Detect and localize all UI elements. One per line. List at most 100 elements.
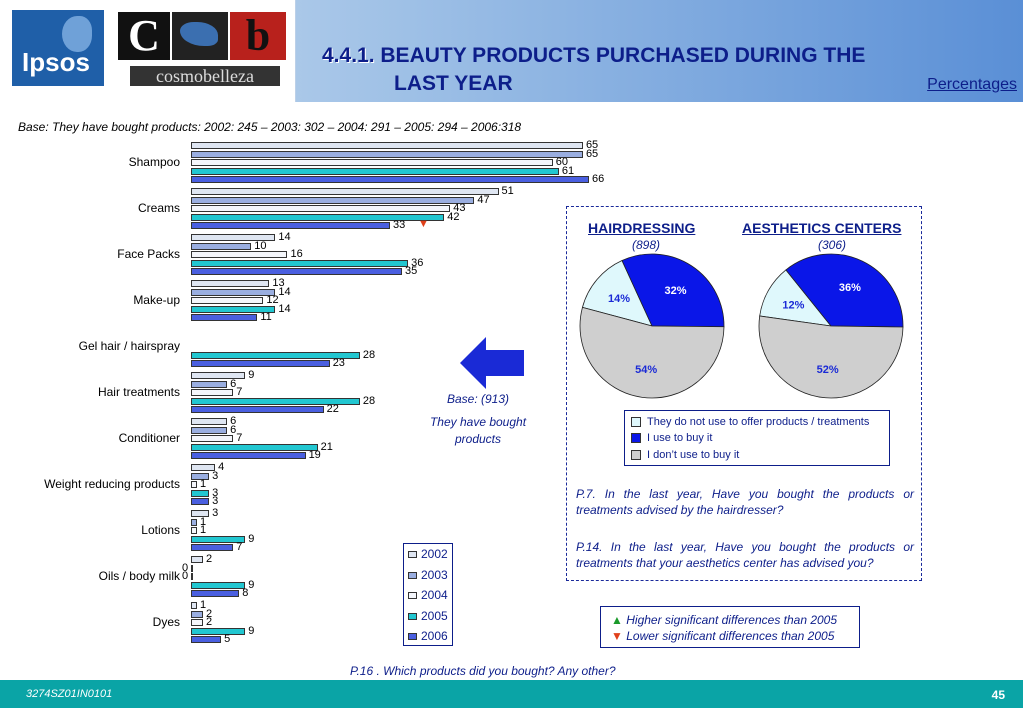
bar-2002 (191, 418, 228, 425)
pie-slice-label: 52% (817, 364, 839, 376)
legend-label: 2002 (421, 547, 448, 561)
bar-value-label: 4 (218, 461, 225, 473)
ipsos-face-icon (62, 16, 92, 52)
bar-2002 (191, 280, 270, 287)
bar-2003 (191, 518, 198, 526)
bar-2006 (191, 222, 390, 230)
bar-2006 (191, 268, 403, 276)
bar-2004 (191, 389, 234, 397)
category-label: Gel hair / hairspray (78, 339, 180, 353)
pie-title-aesthetics: AESTHETICS CENTERS (742, 220, 902, 236)
down-triangle-icon: ▼ (611, 629, 623, 643)
bar-value-label: 14 (278, 231, 291, 243)
bar-2002 (191, 188, 499, 195)
pie-legend: They do not use to offer products / trea… (624, 410, 890, 466)
bar-value-label: 9 (248, 532, 255, 545)
bar-value-label: 2 (206, 616, 213, 629)
bar-2004 (191, 619, 204, 627)
left-arrow-icon (460, 337, 524, 389)
pie-title-hairdressing: HAIRDRESSING (588, 220, 696, 236)
question-p14: P.14. In the last year, Have you bought … (576, 540, 914, 570)
bar-2003 (191, 380, 228, 388)
year-legend-item: 2003 (408, 568, 448, 582)
bar-value-label: 9 (248, 369, 255, 381)
pie-n-aesthetics: (306) (818, 238, 847, 252)
bar-value-label: 6 (230, 415, 237, 427)
category-label: Creams (137, 201, 180, 215)
bar-value-label: 14 (278, 302, 291, 315)
bar-2004 (191, 205, 451, 213)
bar-value-label: 33 (392, 219, 406, 232)
category-label: Dyes (152, 615, 180, 629)
category-label: Conditioner (118, 431, 180, 445)
bar-value-label: 16 (290, 248, 303, 261)
bar-2005 (191, 443, 318, 451)
bar-2003 (191, 610, 204, 618)
bar-2002 (191, 510, 210, 517)
bar-value-label: 22 (326, 403, 339, 416)
bar-value-label: 43 (453, 202, 466, 215)
bar-2004 (191, 573, 193, 581)
bar-2003 (191, 288, 276, 296)
bar-2006 (191, 590, 240, 598)
legend-label: I use to buy it (647, 432, 713, 444)
pie-slice (581, 260, 653, 327)
legend-swatch (408, 592, 417, 600)
bar-value-label: 1 (200, 515, 207, 528)
cb-logo-b: b (230, 12, 286, 60)
bar-2003 (191, 196, 475, 204)
bar-2005 (191, 259, 409, 267)
bar-value-label: 6 (230, 377, 237, 390)
bar-value-label: 2 (206, 607, 213, 620)
pie-charts: 14% 32% 54% 12% 36% 52% (579, 253, 904, 399)
bar-value-label: 65 (585, 139, 599, 151)
bar-2004 (191, 435, 234, 443)
sig-lower-row: ▼ Lower significant differences than 200… (611, 629, 834, 643)
pie-slice (621, 253, 725, 328)
category-label: Lotions (141, 523, 180, 537)
bar-2004 (191, 159, 553, 167)
bar-2004 (191, 297, 264, 305)
base-913: Base: (913) (446, 392, 510, 406)
legend-label: They do not use to offer products / trea… (647, 416, 870, 428)
legend-label: I don’t use to buy it (647, 449, 740, 461)
pie-legend-item: I don’t use to buy it (631, 449, 739, 461)
bar-2002 (191, 372, 246, 379)
bar-2005 (191, 351, 360, 359)
bar-2005 (191, 489, 210, 497)
sig-lower-label: Lower significant differences than 2005 (626, 629, 835, 643)
legend-label: 2003 (421, 567, 448, 582)
bar-2006 (191, 314, 258, 322)
year-legend-item: 2006 (408, 629, 448, 643)
bar-value-label: 19 (308, 449, 321, 462)
year-legend-item: 2004 (408, 588, 448, 602)
bar-value-label: 1 (200, 524, 207, 537)
pie-legend-item: I use to buy it (631, 432, 712, 444)
bar-2002 (191, 142, 583, 149)
year-legend-item: 2002 (408, 547, 448, 561)
bar-value-label: 3 (212, 495, 219, 508)
bar-value-label: 65 (585, 147, 599, 160)
footer-code: 3274SZ01IN0101 (26, 688, 113, 700)
bar-2005 (191, 213, 445, 221)
bar-2006 (191, 544, 234, 552)
bar-2006 (191, 498, 210, 506)
bar-2006 (191, 360, 330, 368)
pie-slice-label: 36% (839, 282, 861, 294)
pie-panel (566, 206, 922, 581)
percentages-link[interactable]: Percentages (927, 76, 1017, 93)
bar-value-label: 6 (230, 423, 237, 436)
legend-swatch (408, 571, 417, 579)
legend-label: 2005 (421, 608, 448, 623)
year-legend-item: 2005 (408, 609, 448, 623)
legend-swatch (631, 433, 641, 444)
legend-label: 2006 (421, 629, 448, 643)
pie-slice (579, 306, 725, 399)
bar-2002 (191, 602, 198, 609)
bar-value-label: 13 (272, 277, 285, 289)
category-label: Oils / body milk (98, 569, 180, 583)
ipsos-logo-text: Ipsos (22, 47, 90, 77)
legend-label: 2004 (421, 588, 448, 602)
bar-2003 (191, 472, 210, 480)
bar-2005 (191, 397, 360, 405)
